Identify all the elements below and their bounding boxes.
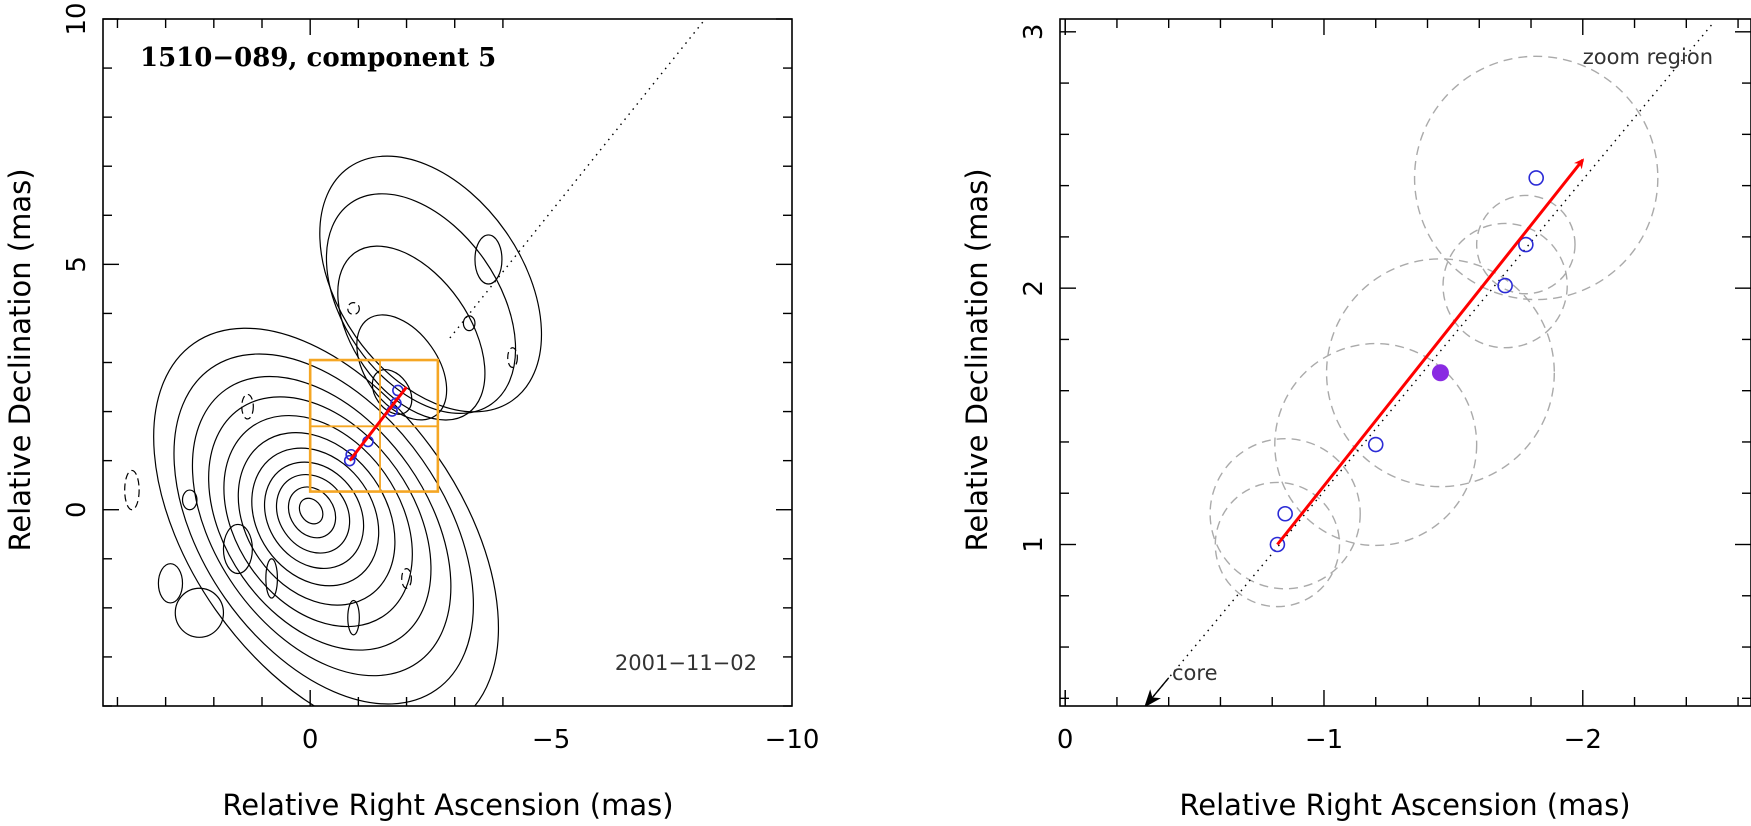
left-plot-title: 1510−089, component 5 [140,43,496,73]
uncertainty-circle [1214,481,1341,608]
mean-position-point [1431,364,1449,382]
right-position-point [1367,436,1384,453]
p2-x-tick-label: −1 [1305,725,1343,755]
contour-blob [157,563,184,604]
core-contour [251,447,380,587]
right-tick-labels: 0 −1 −2 1 2 3 [1019,24,1602,755]
p2-y-tick-label: 3 [1019,24,1049,41]
uncertainty-circle [1475,194,1576,295]
jet-contour [319,155,543,413]
zoom-region-label: zoom region [1583,45,1713,69]
contour-blob [174,587,225,638]
uncertainty-circle [1325,258,1556,488]
right-position-point [1497,277,1513,294]
left-panel: 0 −5 −10 0 5 10 1510−089, component 5 2001−11… [3,2,819,822]
left-plot-frame [102,18,793,707]
jet-contour [325,193,517,415]
right-position-point [1277,505,1293,522]
right-extras [1144,23,1713,706]
p1-x-tick-label: −5 [532,725,570,755]
core-contour [237,432,396,606]
core-contour [173,353,474,705]
jet-contour [356,314,448,421]
right-plot-frame [1059,18,1751,707]
right-position-point [1269,536,1286,553]
uncertainty-circle [1442,222,1568,349]
right-jet-direction-line [1144,23,1713,706]
contour-blob [222,523,253,575]
left-x-axis-title: Relative Right Ascension (mas) [222,788,673,822]
core-contour [153,327,500,706]
left-date-annotation: 2001−11−02 [615,651,757,675]
left-ticks [103,18,792,707]
contour-blob [474,234,503,285]
left-position-point [343,454,356,467]
core-contour [208,396,432,651]
core-contour [287,486,337,539]
left-velocity-vector [348,386,408,462]
core-contour [223,414,413,628]
p1-x-tick-label: 0 [302,725,319,755]
jet-contour [371,369,413,415]
left-contours [124,155,543,706]
p1-y-tick-label: 0 [62,501,92,518]
core-direction-arrow [1144,677,1170,706]
core-contour [298,497,324,525]
core-contour [191,375,452,677]
left-tick-labels: 0 −5 −10 0 5 10 [62,2,819,755]
contour-blob [347,599,360,636]
right-position-point [1528,170,1544,186]
p2-x-tick-label: 0 [1057,725,1074,755]
core-label: core [1172,661,1218,685]
contour-blob [265,558,279,599]
right-position-point [1518,236,1534,253]
uncertainty-circle [1274,342,1478,547]
negative-contour [124,469,140,511]
right-y-axis-title: Relative Declination (mas) [960,168,994,551]
negative-contour [507,347,518,369]
negative-contour [347,302,360,316]
contour-blob [462,315,476,332]
p1-y-tick-label: 5 [62,256,92,273]
right-velocity-vector [1276,158,1585,546]
uncertainty-circle [1209,437,1361,590]
negative-contour [401,568,412,589]
jet-contour [337,245,486,421]
core-contour [263,461,365,570]
p2-x-tick-label: −2 [1564,725,1602,755]
left-position-point [390,397,402,410]
right-ticks [1060,19,1751,706]
left-y-axis-title: Relative Declination (mas) [3,168,37,551]
negative-contour [241,393,254,420]
contour-blob [181,489,198,511]
right-x-axis-title: Relative Right Ascension (mas) [1179,788,1630,822]
left-extras [308,19,706,493]
p1-x-tick-label: −10 [765,725,820,755]
right-panel: 0 −1 −2 1 2 3 zoom region core Relative Right… [960,18,1751,822]
p1-y-tick-label: 10 [62,2,92,35]
uncertainty-circle [1413,55,1659,301]
core-contour [275,473,351,554]
p2-y-tick-label: 2 [1019,280,1049,297]
p2-y-tick-label: 1 [1019,536,1049,553]
